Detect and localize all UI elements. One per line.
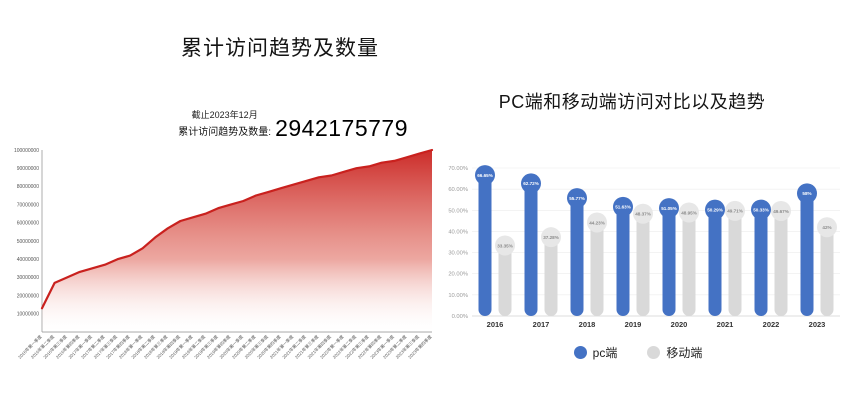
mobile-value-bubble-2018 <box>587 212 607 233</box>
pc-legend-dot-icon <box>573 345 587 359</box>
value-label: 50.29% <box>707 207 723 212</box>
pc-value-bubble-2017 <box>521 173 541 194</box>
total-label: 累计访问趋势及数量: <box>178 127 272 138</box>
mobile-bar-2020 <box>682 212 696 316</box>
pc-bar-2020 <box>662 208 676 316</box>
legend-item-pc: pc端 <box>573 344 618 361</box>
right-chart-title: PC端和移动端访问对比以及趋势 <box>498 92 766 112</box>
value-label: 50.33% <box>753 207 769 212</box>
y-tick-label: 50000000 <box>17 239 39 245</box>
value-label: 55.77% <box>569 196 585 201</box>
y-tick-label: 30000000 <box>17 275 39 281</box>
mobile-value-bubble-2016 <box>495 235 515 256</box>
area-fill <box>42 150 432 332</box>
mobile-value-bubble-2023 <box>817 217 837 238</box>
annotation-labels: 截止2023年12月 累计访问趋势及数量: <box>178 108 271 140</box>
y-tick-label: 50.00% <box>448 208 468 214</box>
trend-line <box>40 148 434 310</box>
mobile-bar-2016 <box>498 245 512 316</box>
mobile-value-bubble-2019 <box>633 203 653 224</box>
mobile-value-bubble-2022 <box>771 200 791 221</box>
value-label: 44.23% <box>589 220 605 225</box>
y-tick-label: 40000000 <box>17 257 39 263</box>
x-tick-label: 2023 <box>809 320 826 329</box>
pc-bar-2017 <box>524 183 538 316</box>
value-label: 42% <box>822 225 831 230</box>
y-tick-label: 0.00% <box>452 314 468 320</box>
pc-bar-2021 <box>708 209 722 316</box>
pc-value-bubble-2022 <box>751 199 771 220</box>
y-tick-label: 80000000 <box>17 184 39 190</box>
pc-legend-label: pc端 <box>592 345 618 360</box>
mobile-bar-2022 <box>774 210 788 316</box>
value-label: 37.28% <box>543 235 559 240</box>
value-label: 58% <box>802 191 811 196</box>
mobile-value-bubble-2021 <box>725 200 745 221</box>
pc-value-bubble-2018 <box>567 188 587 209</box>
y-tick-label: 70000000 <box>17 202 39 208</box>
y-tick-label: 40.00% <box>448 229 468 235</box>
pc-bar-2016 <box>478 175 492 316</box>
x-tick-label: 2019 <box>625 320 642 329</box>
y-tick-label: 10000000 <box>17 312 39 318</box>
mobile-bar-2023 <box>820 227 834 316</box>
mobile-bar-2019 <box>636 213 650 316</box>
x-tick-label: 2020 <box>671 320 688 329</box>
value-label: 49.67% <box>773 209 789 214</box>
pc-bar-2023 <box>800 193 814 316</box>
pc-mobile-bar-chart: 0.00% 10.00% 20.00% 30.00% 40.00% 50.00% 60.00… <box>448 165 840 329</box>
y-tick-label: 90000000 <box>17 166 39 172</box>
y-tick-label: 20000000 <box>17 293 39 299</box>
pc-value-bubble-2023 <box>797 183 817 204</box>
value-label: 51.63% <box>615 205 631 210</box>
mobile-value-bubble-2020 <box>679 202 699 223</box>
y-tick-label: 60.00% <box>448 187 468 193</box>
x-tick-label: 2017 <box>533 320 550 329</box>
value-label: 66.65% <box>477 173 493 178</box>
pc-value-bubble-2016 <box>475 165 495 186</box>
y-tick-label: 100000000 <box>14 148 39 154</box>
value-label: 62.72% <box>523 181 539 186</box>
mobile-legend-dot-icon <box>647 345 661 359</box>
pc-bar-2018 <box>570 198 584 316</box>
asof-date: 截止2023年12月 <box>191 110 258 120</box>
mobile-value-bubble-2017 <box>541 227 561 248</box>
x-tick-label: 2016 <box>487 320 504 329</box>
mobile-legend-label: 移动端 <box>666 345 703 360</box>
value-label: 48.37% <box>635 212 651 217</box>
mobile-bar-2017 <box>544 237 558 316</box>
pc-value-bubble-2021 <box>705 199 725 220</box>
pc-bar-2019 <box>616 206 630 316</box>
value-label: 48.95% <box>681 210 697 215</box>
y-tick-label: 60000000 <box>17 221 39 227</box>
x-tick-label: 2022 <box>763 320 780 329</box>
mobile-bar-2018 <box>590 222 604 316</box>
left-chart-title: 累计访问趋势及数量 <box>181 37 379 60</box>
y-tick-label: 30.00% <box>448 251 468 257</box>
mobile-bar-2021 <box>728 210 742 316</box>
cumulative-area-chart: 10000000 20000000 30000000 40000000 50000000… <box>14 148 434 361</box>
y-tick-label: 70.00% <box>448 166 468 172</box>
total-value: 2942175779 <box>275 114 408 141</box>
y-tick-label: 10.00% <box>448 293 468 299</box>
pc-value-bubble-2019 <box>613 196 633 217</box>
chart-legend: pc端 移动端 <box>428 342 848 362</box>
value-label: 51.05% <box>661 206 677 211</box>
pc-bar-2022 <box>754 209 768 316</box>
value-label: 49.71% <box>727 209 743 214</box>
legend-item-mobile: 移动端 <box>647 344 702 361</box>
pc-value-bubble-2020 <box>659 198 679 219</box>
x-tick-label: 2021 <box>717 320 734 329</box>
y-tick-label: 20.00% <box>448 272 468 278</box>
total-annotation: 截止2023年12月 累计访问趋势及数量: 2942175779 <box>140 108 408 140</box>
x-tick-label: 2018 <box>579 320 596 329</box>
value-label: 33.35% <box>497 243 513 248</box>
